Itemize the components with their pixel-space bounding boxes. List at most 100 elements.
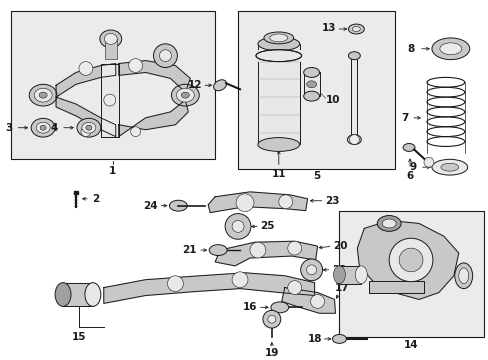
Text: 6: 6 (406, 171, 413, 181)
Circle shape (232, 220, 244, 232)
Circle shape (249, 242, 265, 258)
Text: 23: 23 (325, 196, 339, 206)
Ellipse shape (176, 88, 194, 102)
Ellipse shape (303, 91, 319, 101)
Circle shape (278, 195, 292, 209)
Ellipse shape (431, 38, 469, 60)
Circle shape (287, 241, 301, 255)
Polygon shape (208, 192, 307, 213)
Polygon shape (119, 60, 190, 92)
Text: 1: 1 (109, 166, 116, 176)
Text: 4: 4 (50, 123, 58, 133)
Text: 10: 10 (325, 95, 340, 105)
Polygon shape (215, 241, 317, 266)
Ellipse shape (36, 122, 50, 133)
Circle shape (388, 238, 432, 282)
Text: 15: 15 (72, 332, 86, 342)
Ellipse shape (355, 266, 366, 284)
Circle shape (423, 157, 433, 167)
Ellipse shape (303, 68, 319, 77)
Text: 17: 17 (334, 283, 349, 293)
Text: 5: 5 (312, 171, 320, 181)
Bar (11, 11, 215, 159)
Circle shape (81, 127, 91, 136)
Ellipse shape (269, 34, 287, 42)
Ellipse shape (458, 268, 468, 284)
Text: 20: 20 (332, 241, 347, 251)
Ellipse shape (77, 118, 101, 137)
Text: 19: 19 (264, 348, 279, 358)
Bar (303, 72, 319, 96)
Ellipse shape (454, 263, 472, 289)
Circle shape (167, 276, 183, 292)
Text: 22: 22 (331, 265, 346, 275)
Text: 24: 24 (143, 201, 158, 211)
Text: 25: 25 (260, 221, 275, 231)
Text: 16: 16 (242, 302, 257, 312)
Text: 9: 9 (408, 162, 416, 172)
Ellipse shape (382, 219, 395, 228)
Text: 13: 13 (322, 23, 336, 33)
Text: 11: 11 (271, 169, 285, 179)
Bar (339, 266, 361, 284)
Polygon shape (119, 100, 188, 136)
Circle shape (159, 50, 171, 62)
Circle shape (300, 259, 322, 281)
Ellipse shape (376, 216, 400, 231)
Ellipse shape (85, 283, 101, 306)
Text: 21: 21 (182, 245, 196, 255)
Ellipse shape (100, 30, 122, 48)
Ellipse shape (352, 27, 360, 31)
Ellipse shape (270, 302, 288, 313)
Ellipse shape (213, 80, 226, 91)
Bar (104, 39, 117, 59)
Ellipse shape (82, 122, 96, 133)
Text: 12: 12 (188, 80, 202, 90)
Ellipse shape (347, 24, 364, 34)
Text: 3: 3 (6, 123, 13, 133)
Ellipse shape (86, 125, 92, 130)
Ellipse shape (34, 88, 52, 102)
Circle shape (287, 281, 301, 294)
Bar (63, 283, 93, 306)
Ellipse shape (332, 334, 346, 343)
Text: 7: 7 (401, 113, 408, 123)
Ellipse shape (29, 84, 57, 106)
Ellipse shape (255, 50, 301, 62)
Bar (339, 211, 483, 337)
Circle shape (130, 127, 141, 136)
Ellipse shape (440, 163, 458, 171)
Ellipse shape (439, 43, 461, 55)
Ellipse shape (169, 200, 187, 211)
Bar (238, 11, 394, 169)
Text: 18: 18 (307, 334, 321, 344)
Ellipse shape (31, 118, 55, 137)
Circle shape (224, 213, 250, 239)
Ellipse shape (402, 144, 414, 152)
Ellipse shape (40, 125, 46, 130)
Bar (101, 64, 119, 136)
Ellipse shape (431, 159, 467, 175)
Ellipse shape (333, 266, 345, 284)
Bar (255, 50, 301, 62)
Ellipse shape (181, 92, 189, 98)
Ellipse shape (346, 135, 361, 144)
Circle shape (103, 94, 116, 106)
Polygon shape (103, 273, 314, 303)
Circle shape (306, 265, 316, 275)
Circle shape (79, 62, 93, 75)
Ellipse shape (257, 138, 299, 152)
Bar (74, 191, 78, 194)
Polygon shape (56, 97, 116, 136)
Circle shape (128, 59, 142, 72)
Ellipse shape (39, 92, 47, 98)
Text: 8: 8 (407, 44, 414, 54)
Circle shape (236, 194, 253, 212)
Polygon shape (56, 64, 116, 97)
Ellipse shape (347, 52, 360, 60)
Ellipse shape (171, 84, 199, 106)
Circle shape (263, 310, 280, 328)
Circle shape (310, 294, 324, 308)
Bar (368, 281, 423, 293)
Text: 14: 14 (403, 340, 418, 350)
